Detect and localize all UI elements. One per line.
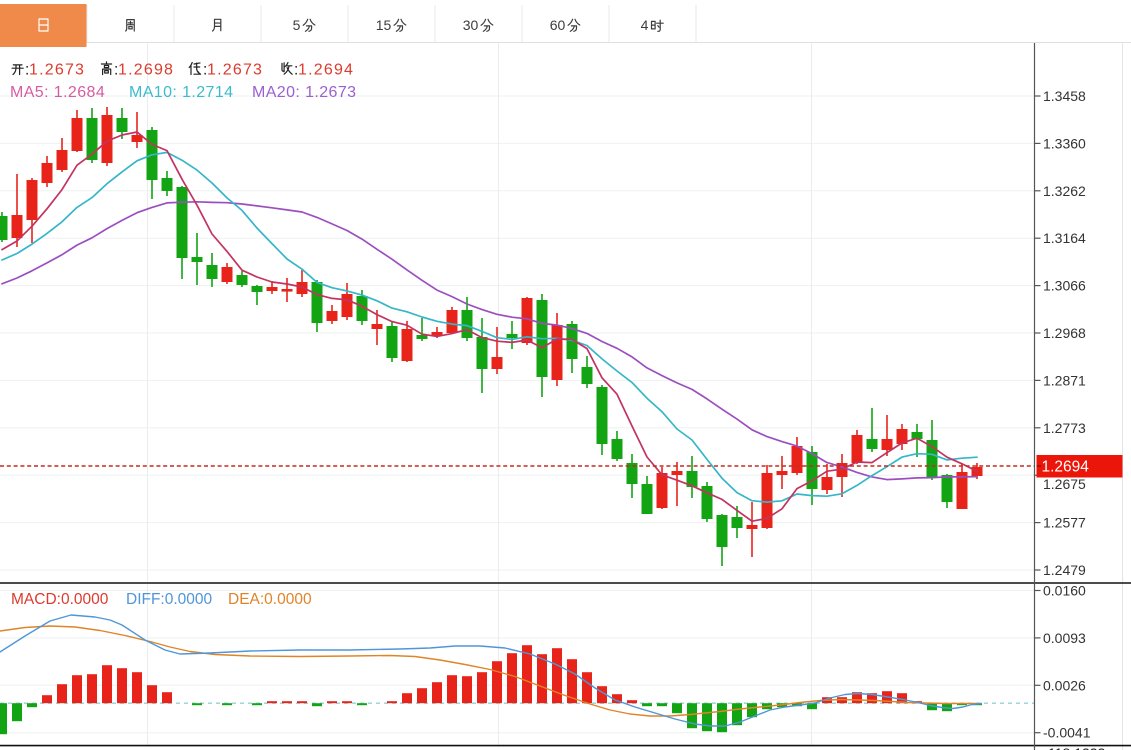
svg-text:4: 4 [641, 17, 649, 33]
svg-text:60: 60 [550, 17, 566, 33]
svg-text:1.2694: 1.2694 [1042, 459, 1090, 476]
svg-text:1.3262: 1.3262 [1043, 183, 1086, 199]
svg-text:0.0160: 0.0160 [1043, 583, 1086, 599]
svg-text:1.2673: 1.2673 [29, 62, 85, 79]
svg-text:DEA:0.0000: DEA:0.0000 [228, 591, 312, 608]
svg-text:MACD:0.0000: MACD:0.0000 [11, 591, 109, 608]
svg-text:1.3458: 1.3458 [1043, 88, 1086, 104]
svg-text:1.2698: 1.2698 [118, 62, 174, 79]
svg-text:DIFF:0.0000: DIFF:0.0000 [126, 591, 213, 608]
svg-text:1.3360: 1.3360 [1043, 135, 1086, 151]
svg-text:1.2694: 1.2694 [298, 62, 354, 79]
svg-text:1.2773: 1.2773 [1043, 420, 1086, 436]
svg-text:0.0026: 0.0026 [1043, 677, 1086, 693]
svg-text:1.3164: 1.3164 [1043, 230, 1086, 246]
svg-text:5: 5 [293, 17, 301, 33]
svg-text:30: 30 [463, 17, 479, 33]
svg-text:1.3066: 1.3066 [1043, 278, 1086, 294]
svg-text:1.2479: 1.2479 [1043, 562, 1086, 578]
svg-text:1.2673: 1.2673 [207, 62, 263, 79]
svg-text:15: 15 [376, 17, 392, 33]
svg-text:1.2675: 1.2675 [1043, 476, 1086, 492]
svg-text:1.2871: 1.2871 [1043, 372, 1086, 388]
svg-text:-0.0041: -0.0041 [1043, 725, 1091, 741]
svg-text::: : [203, 62, 207, 79]
svg-text:MA10: 1.2714: MA10: 1.2714 [129, 84, 233, 101]
svg-text::: : [114, 62, 118, 79]
svg-text::: : [25, 62, 29, 79]
svg-text:1.2968: 1.2968 [1043, 325, 1086, 341]
svg-text:0.0093: 0.0093 [1043, 630, 1086, 646]
svg-text:MA5: 1.2684: MA5: 1.2684 [10, 84, 105, 101]
svg-text:1.2577: 1.2577 [1043, 515, 1086, 531]
svg-text:118.1233: 118.1233 [1048, 745, 1106, 750]
svg-text::: : [294, 62, 298, 79]
svg-text:MA20: 1.2673: MA20: 1.2673 [252, 84, 356, 101]
